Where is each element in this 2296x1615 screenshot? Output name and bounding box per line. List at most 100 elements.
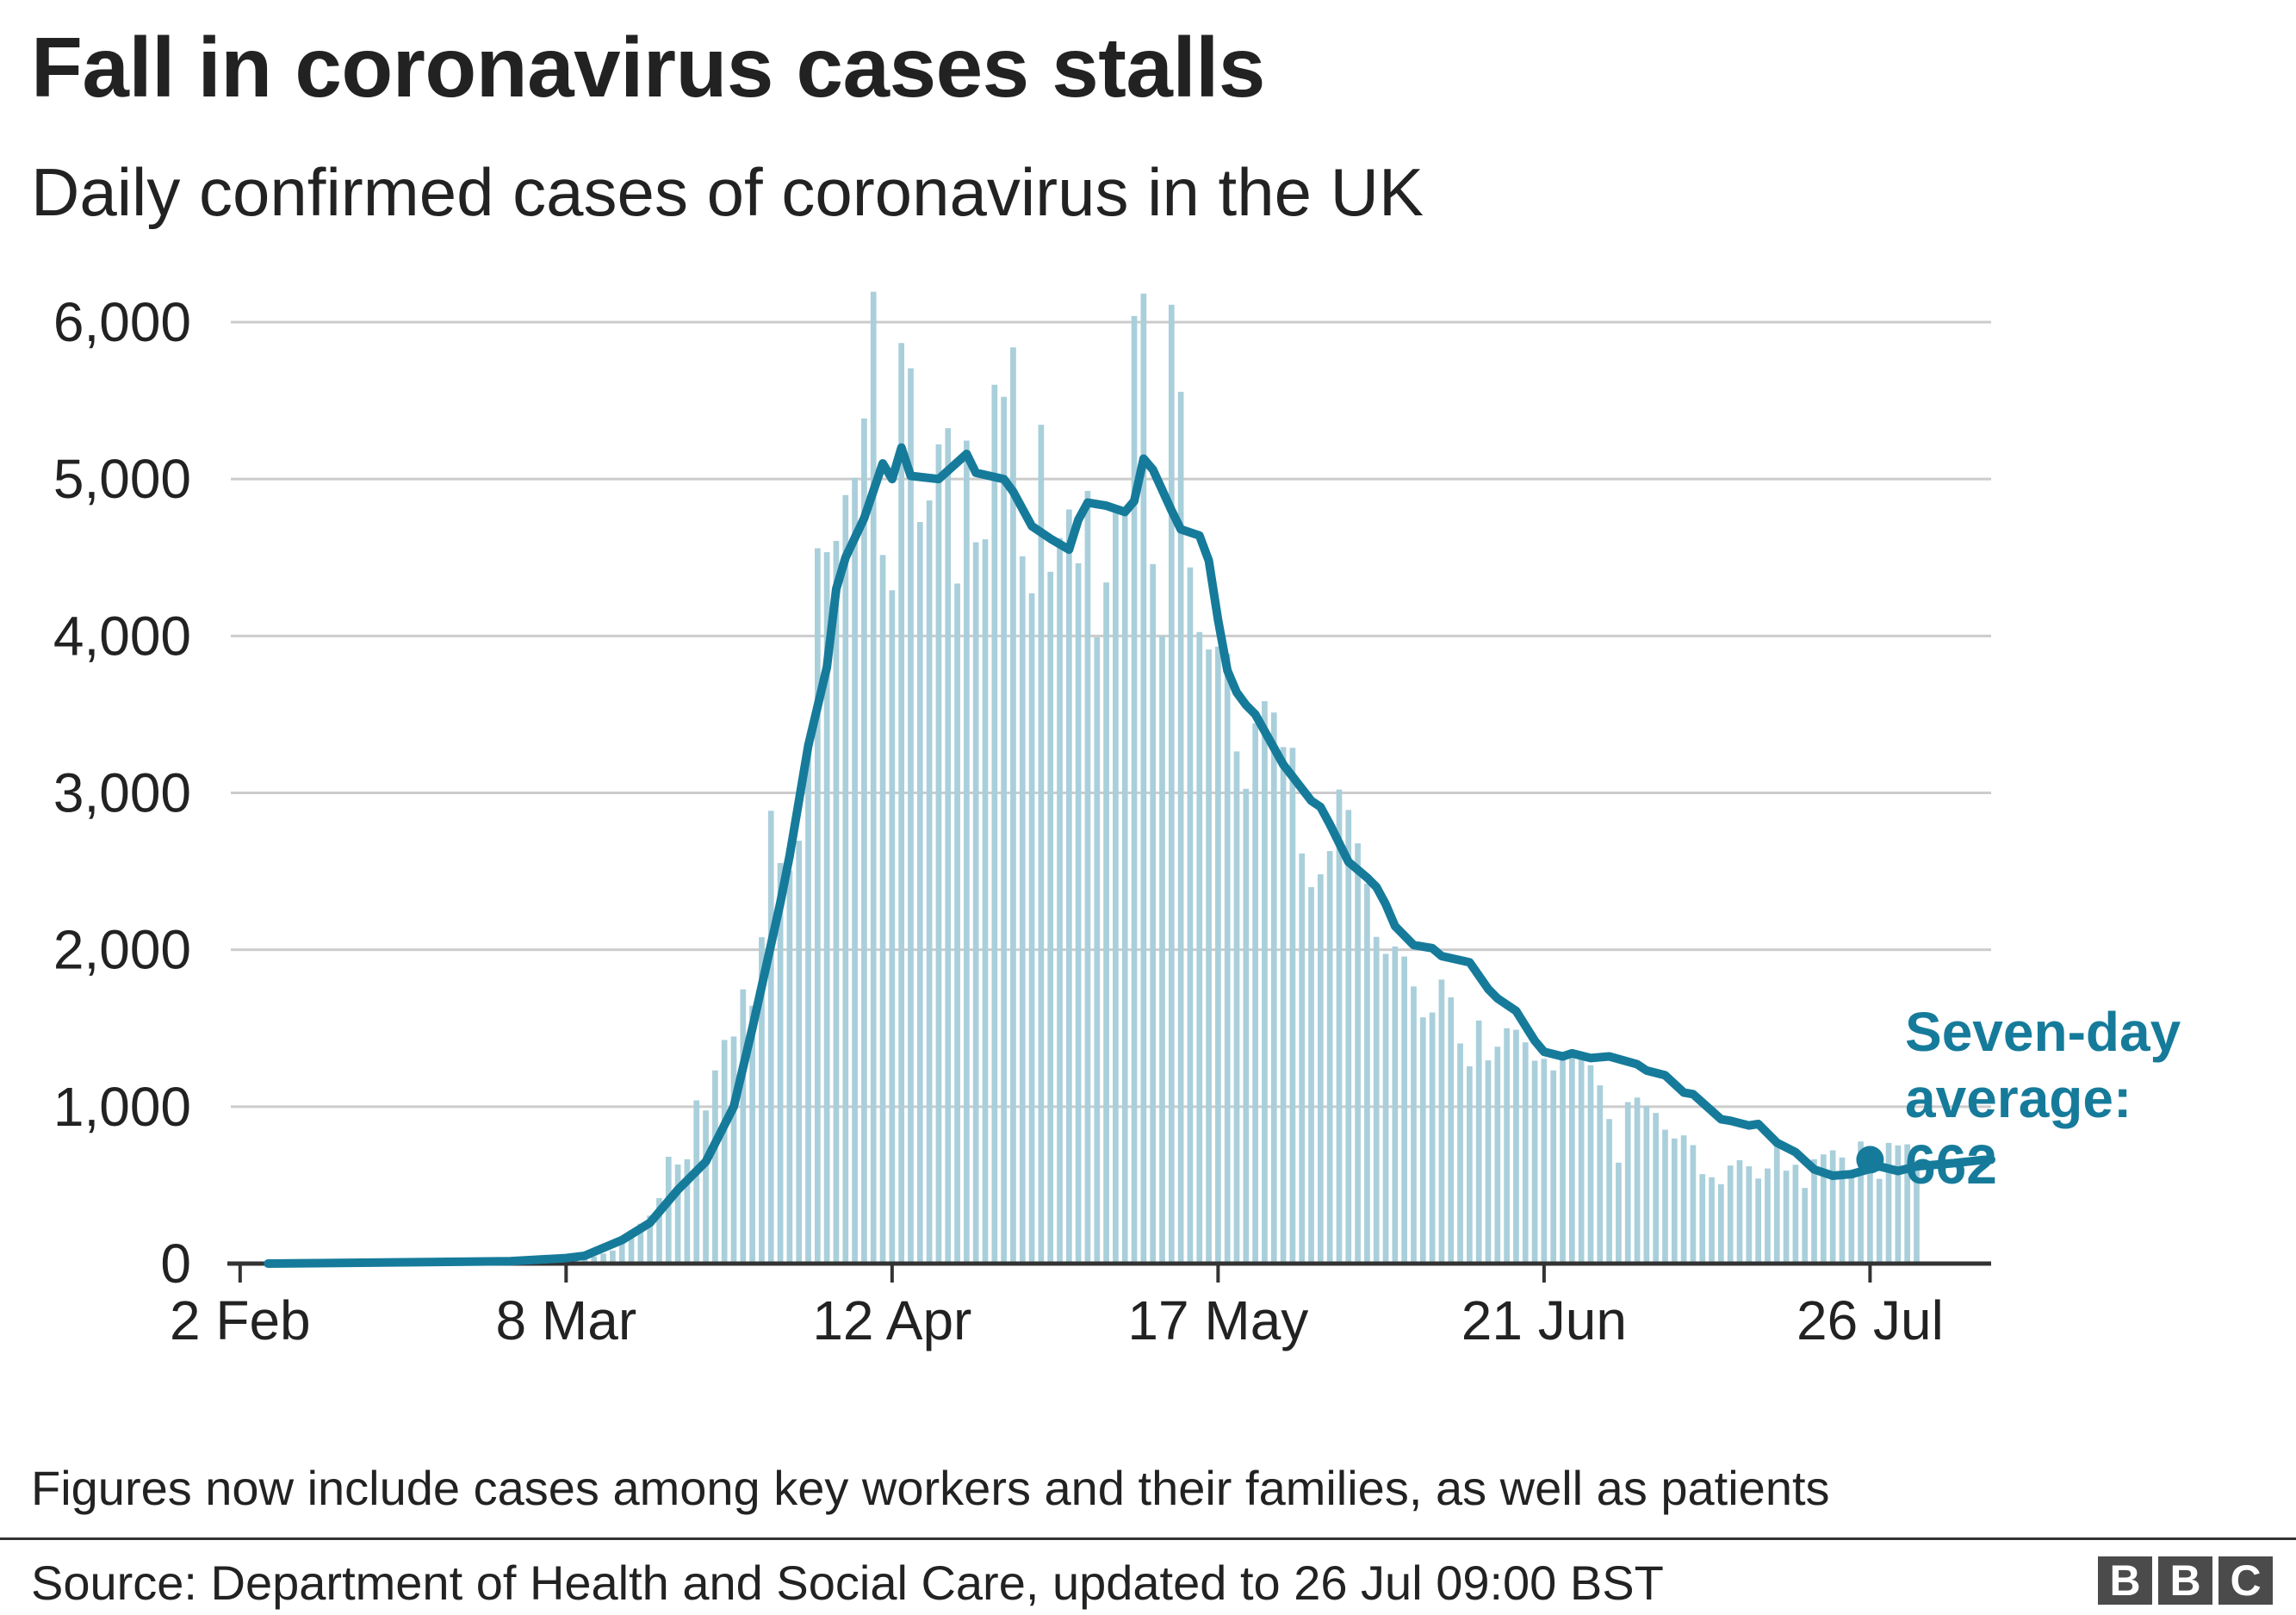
bar-2020-06-27 xyxy=(1597,1085,1604,1264)
bar-2020-03-22 xyxy=(693,1100,700,1264)
bar-2020-05-29 xyxy=(1326,851,1333,1264)
cases-chart: 0 1,000 2,000 3,000 4,000 5,000 6,000 2 Feb 8 Ma… xyxy=(53,291,2181,1351)
bar-2020-05-28 xyxy=(1317,874,1324,1264)
y-tick-label-4000: 4,000 xyxy=(53,605,191,667)
bar-2020-03-12 xyxy=(600,1253,606,1264)
bar-2020-07-05 xyxy=(1671,1138,1678,1264)
bar-2020-04-02 xyxy=(796,841,803,1264)
bar-2020-06-22 xyxy=(1550,1070,1557,1264)
bar-2020-04-17 xyxy=(935,444,942,1264)
average-line xyxy=(264,443,1995,1268)
bar-2020-04-16 xyxy=(926,500,933,1264)
bar-2020-07-24 xyxy=(1848,1177,1855,1264)
footer-divider xyxy=(0,1537,2296,1540)
bar-2020-04-22 xyxy=(982,539,989,1264)
bar-2020-06-06 xyxy=(1401,956,1408,1264)
bar-2020-07-17 xyxy=(1783,1171,1790,1264)
bar-2020-03-24 xyxy=(712,1070,718,1264)
bar-2020-07-13 xyxy=(1746,1166,1753,1264)
bar-2020-06-30 xyxy=(1624,1102,1631,1264)
bar-2020-03-20 xyxy=(674,1165,681,1264)
bar-2020-03-21 xyxy=(684,1158,691,1264)
bar-2020-04-25 xyxy=(1010,347,1016,1264)
bar-2020-04-23 xyxy=(991,384,998,1264)
y-tick-label-6000: 6,000 xyxy=(53,291,191,353)
annotation-line-1: Seven-day xyxy=(1905,1001,2181,1063)
bar-2020-05-18 xyxy=(1224,654,1231,1264)
bar-2020-05-04 xyxy=(1094,637,1101,1264)
bar-2020-04-19 xyxy=(954,583,960,1264)
bar-2020-03-13 xyxy=(610,1250,616,1264)
x-tick-label-2020-04-12: 12 Apr xyxy=(812,1289,971,1351)
bar-2020-07-21 xyxy=(1820,1154,1827,1264)
bar-2020-06-02 xyxy=(1364,883,1370,1264)
bar-2020-07-16 xyxy=(1773,1140,1780,1264)
bar-2020-03-31 xyxy=(777,862,784,1264)
bar-2020-04-03 xyxy=(805,753,811,1264)
bar-2020-05-05 xyxy=(1103,582,1109,1264)
bar-2020-03-15 xyxy=(628,1230,635,1264)
bar-2020-07-04 xyxy=(1662,1129,1668,1264)
bar-2020-07-25 xyxy=(1858,1141,1864,1264)
bar-2020-05-20 xyxy=(1243,788,1250,1264)
bar-2020-05-26 xyxy=(1299,853,1306,1264)
bar-2020-06-05 xyxy=(1392,946,1399,1264)
seven-day-average xyxy=(264,443,1995,1268)
bar-2020-06-14 xyxy=(1475,1020,1482,1264)
bar-2020-05-24 xyxy=(1280,747,1287,1264)
x-axis xyxy=(227,1261,1991,1283)
bar-2020-05-25 xyxy=(1289,748,1296,1264)
bbc-logo: B B C xyxy=(2098,1556,2273,1605)
bar-2020-07-14 xyxy=(1755,1178,1761,1264)
bar-2020-06-26 xyxy=(1587,1065,1594,1264)
bar-2020-05-15 xyxy=(1196,631,1203,1264)
bar-2020-04-20 xyxy=(964,440,970,1264)
bar-2020-06-01 xyxy=(1355,843,1361,1264)
bar-2020-05-23 xyxy=(1270,712,1277,1264)
bar-2020-07-12 xyxy=(1736,1159,1743,1264)
bar-2020-07-28 xyxy=(1885,1142,1892,1264)
bar-2020-05-17 xyxy=(1215,646,1221,1264)
bbc-logo-letter-1: B xyxy=(2098,1556,2152,1605)
bar-2020-07-29 xyxy=(1895,1145,1902,1264)
average-end-point xyxy=(1856,1146,1884,1174)
bar-2020-04-13 xyxy=(898,343,905,1264)
bar-2020-06-13 xyxy=(1467,1066,1473,1264)
bar-2020-04-05 xyxy=(823,552,830,1264)
bar-2020-07-23 xyxy=(1839,1157,1846,1264)
source-text: Source: Department of Health and Social … xyxy=(31,1556,1664,1610)
bar-2020-04-30 xyxy=(1057,537,1063,1264)
bar-2020-04-26 xyxy=(1019,556,1026,1264)
bar-2020-06-03 xyxy=(1373,936,1380,1264)
bar-2020-04-12 xyxy=(889,590,896,1264)
bar-2020-05-31 xyxy=(1345,810,1352,1264)
bar-2020-07-11 xyxy=(1727,1165,1734,1264)
bar-2020-06-28 xyxy=(1606,1119,1612,1264)
bar-2020-06-07 xyxy=(1411,986,1417,1264)
bar-2020-06-24 xyxy=(1568,1053,1575,1264)
bar-2020-06-17 xyxy=(1504,1028,1510,1264)
bar-2020-06-19 xyxy=(1522,1042,1529,1264)
y-tick-label-1000: 1,000 xyxy=(53,1076,191,1138)
bar-2020-03-28 xyxy=(749,1005,755,1264)
bar-2020-03-16 xyxy=(637,1223,644,1264)
bar-2020-04-18 xyxy=(945,428,952,1264)
bar-2020-04-01 xyxy=(786,870,793,1264)
bar-2020-04-29 xyxy=(1047,571,1054,1264)
bar-2020-04-24 xyxy=(1001,396,1007,1264)
bar-2020-04-11 xyxy=(879,555,886,1264)
bar-2020-03-25 xyxy=(721,1040,728,1264)
bar-2020-04-08 xyxy=(852,477,858,1264)
x-tick-label-2020-03-08: 8 Mar xyxy=(496,1289,637,1351)
bar-2020-06-29 xyxy=(1616,1162,1622,1264)
bar-2020-05-30 xyxy=(1336,789,1343,1264)
bar-2020-03-11 xyxy=(591,1256,598,1264)
bar-2020-05-08 xyxy=(1131,315,1138,1264)
bar-2020-03-30 xyxy=(767,811,774,1264)
bar-2020-04-10 xyxy=(870,291,877,1264)
bar-2020-07-06 xyxy=(1680,1135,1687,1264)
x-tick-label-2020-06-21: 21 Jun xyxy=(1461,1289,1627,1351)
bbc-logo-letter-2: B xyxy=(2158,1556,2212,1605)
bar-2020-04-06 xyxy=(833,540,840,1264)
bar-2020-05-09 xyxy=(1140,293,1147,1264)
